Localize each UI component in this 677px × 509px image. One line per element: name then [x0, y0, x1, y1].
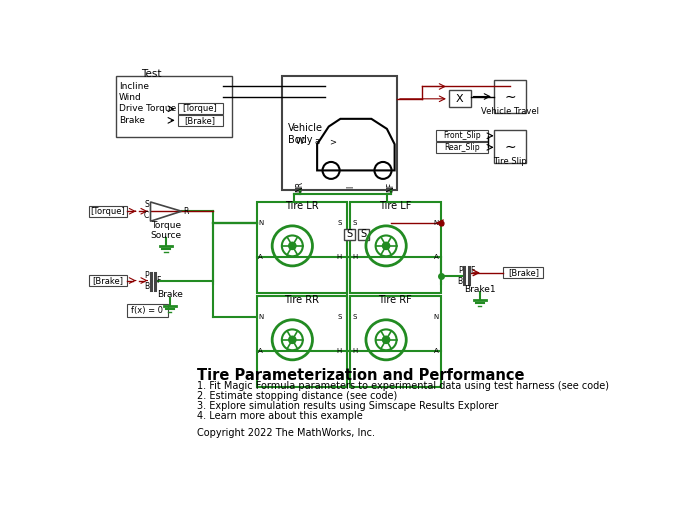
- Text: P: P: [458, 266, 463, 275]
- Text: Tire Slip: Tire Slip: [494, 157, 527, 166]
- Text: a: a: [315, 137, 320, 147]
- Circle shape: [383, 242, 390, 249]
- Bar: [257, 202, 347, 293]
- Bar: [89, 206, 127, 217]
- Text: ∼: ∼: [504, 90, 516, 103]
- Text: [Torque]: [Torque]: [91, 207, 125, 216]
- Text: A: A: [258, 254, 263, 261]
- Bar: [257, 296, 347, 387]
- Text: 1. Fit Magic Formula parameters to experimental data using test harness (see cod: 1. Fit Magic Formula parameters to exper…: [197, 381, 609, 390]
- Text: B: B: [144, 282, 149, 291]
- Text: [Brake]: [Brake]: [508, 268, 539, 277]
- Text: 2. Estimate stopping distance (see code): 2. Estimate stopping distance (see code): [197, 390, 397, 401]
- Text: H: H: [336, 254, 342, 261]
- Text: Tire RR: Tire RR: [284, 295, 319, 305]
- Text: Drive Torque: Drive Torque: [118, 104, 176, 114]
- Text: H: H: [336, 348, 342, 354]
- Text: X: X: [456, 94, 464, 104]
- Bar: [494, 130, 527, 163]
- Bar: [503, 267, 544, 278]
- Text: H: H: [352, 254, 357, 261]
- Bar: [351, 202, 441, 293]
- Text: C: C: [144, 211, 149, 219]
- Text: Tire LR: Tire LR: [285, 201, 318, 211]
- Bar: [449, 90, 471, 107]
- Bar: [127, 304, 167, 318]
- Text: S: S: [338, 314, 342, 320]
- Text: ∼: ∼: [504, 139, 516, 154]
- Text: >: >: [329, 137, 336, 147]
- Text: [Brake]: [Brake]: [92, 276, 123, 285]
- Bar: [344, 229, 355, 240]
- Text: Test: Test: [141, 69, 162, 79]
- Text: A: A: [434, 348, 439, 354]
- Circle shape: [288, 242, 296, 249]
- Text: N: N: [433, 314, 439, 320]
- Text: S: S: [144, 200, 149, 209]
- Text: 3. Explore simulation results using Simscape Results Explorer: 3. Explore simulation results using Sims…: [197, 401, 498, 411]
- Bar: [177, 103, 223, 114]
- Text: S: S: [361, 230, 367, 239]
- Text: Brake: Brake: [157, 290, 183, 299]
- Text: Tire Parameterization and Performance: Tire Parameterization and Performance: [197, 367, 525, 383]
- Text: W: W: [296, 137, 304, 147]
- Text: B: B: [458, 277, 463, 286]
- Text: R: R: [183, 207, 188, 216]
- Text: Vehicle Travel: Vehicle Travel: [481, 106, 539, 116]
- Text: S: S: [338, 220, 342, 226]
- Bar: [89, 275, 127, 286]
- Text: N: N: [258, 220, 263, 226]
- Text: N: N: [258, 314, 263, 320]
- Text: Brake: Brake: [118, 116, 145, 125]
- Text: Incline: Incline: [118, 82, 149, 91]
- Text: S: S: [347, 230, 353, 239]
- Text: Brake1: Brake1: [464, 285, 496, 294]
- Text: N: N: [433, 220, 439, 226]
- Bar: [494, 80, 527, 112]
- Text: NF: NF: [387, 182, 395, 192]
- Text: Copyright 2022 The MathWorks, Inc.: Copyright 2022 The MathWorks, Inc.: [197, 429, 375, 438]
- Text: NR: NR: [296, 181, 305, 192]
- Text: H: H: [352, 348, 357, 354]
- Bar: [177, 115, 223, 126]
- Circle shape: [383, 336, 390, 344]
- Text: P: P: [144, 271, 149, 279]
- Text: Front_Slip: Front_Slip: [443, 131, 481, 140]
- Text: A: A: [258, 348, 263, 354]
- Circle shape: [288, 336, 296, 344]
- Bar: [436, 130, 488, 141]
- Bar: [358, 229, 369, 240]
- Bar: [282, 76, 397, 190]
- Text: A: A: [434, 254, 439, 261]
- Text: F: F: [156, 276, 161, 285]
- Text: [Brake]: [Brake]: [185, 116, 215, 125]
- Text: [Torque]: [Torque]: [183, 104, 217, 114]
- Text: I: I: [346, 185, 355, 188]
- Bar: [116, 76, 232, 136]
- Bar: [351, 296, 441, 387]
- Text: Torque
Source: Torque Source: [150, 221, 181, 240]
- Text: Tire LF: Tire LF: [379, 201, 412, 211]
- Text: f(x) = 0: f(x) = 0: [131, 306, 163, 315]
- Text: Wind: Wind: [118, 93, 141, 102]
- Text: S: S: [352, 314, 356, 320]
- Text: 4. Learn more about this example: 4. Learn more about this example: [197, 411, 363, 420]
- Text: F: F: [471, 266, 475, 275]
- Text: Rear_Slip: Rear_Slip: [444, 143, 480, 152]
- Text: Vehicle
Body: Vehicle Body: [288, 123, 323, 145]
- Text: Tire RF: Tire RF: [378, 295, 412, 305]
- Bar: [436, 142, 488, 153]
- Text: S: S: [352, 220, 356, 226]
